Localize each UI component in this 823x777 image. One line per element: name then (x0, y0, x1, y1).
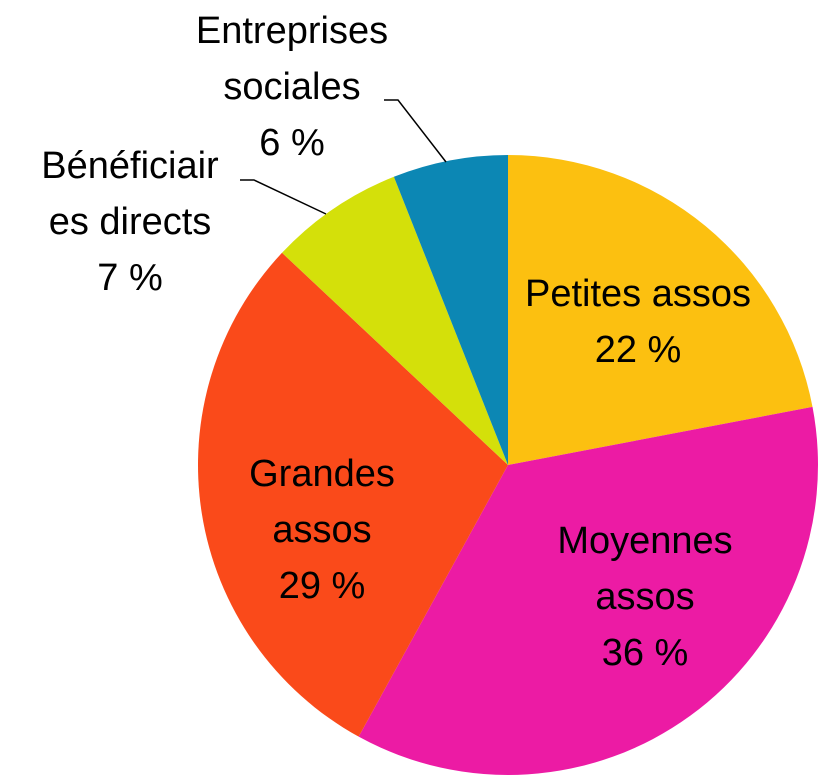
category-label: Petites assos (525, 273, 751, 315)
pie-slice (197, 252, 508, 737)
category-label: Bénéficiaires directs (41, 145, 219, 243)
category-label: Moyennes assos (557, 520, 733, 618)
slice-label: Moyennes assos 36 % (515, 513, 775, 681)
pie-slice (393, 155, 508, 465)
pie-slice (358, 406, 818, 775)
value-label: 22 % (594, 329, 682, 371)
slice-label: Bénéficiaires directs 7 % (36, 138, 224, 306)
value-label: 29 % (278, 565, 366, 607)
value-label: 7 % (97, 257, 163, 299)
slice-label: Entreprises sociales 6 % (162, 3, 422, 171)
pie-slice (282, 176, 508, 465)
leader-line (384, 99, 447, 163)
value-label: 6 % (259, 122, 325, 164)
slice-label: Grandes assos 29 % (202, 446, 442, 614)
pie-slice (508, 155, 813, 465)
category-label: Grandes assos (249, 453, 395, 551)
value-label: 36 % (601, 632, 689, 674)
slice-label: Petites assos 22 % (518, 266, 758, 378)
category-label: Entreprises sociales (195, 10, 389, 108)
leader-line (240, 179, 327, 215)
